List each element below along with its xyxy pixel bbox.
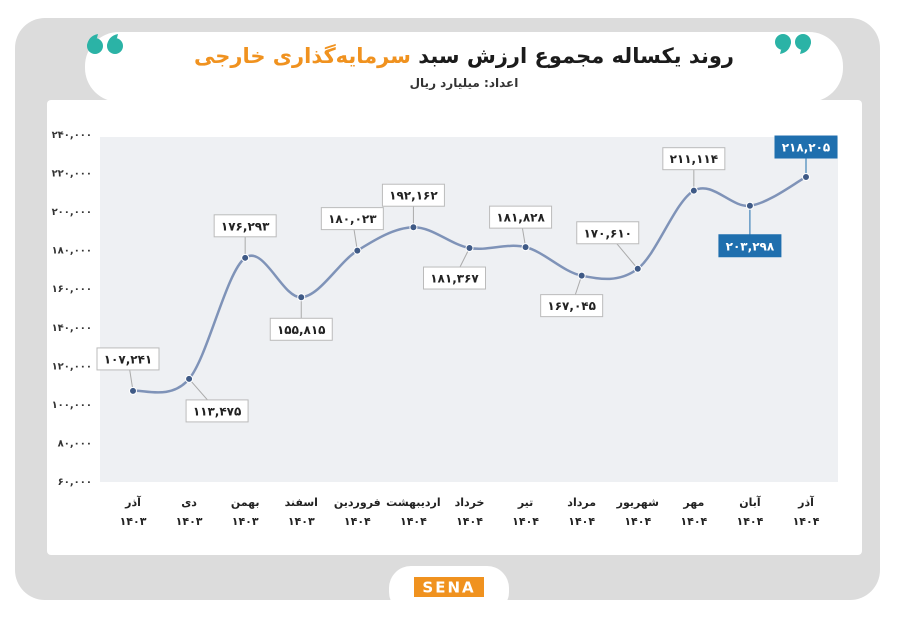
value-label: ۱۰۷,۲۴۱ bbox=[104, 352, 153, 366]
value-label-box bbox=[185, 399, 249, 423]
point bbox=[297, 293, 306, 302]
quote-left bbox=[87, 34, 123, 54]
value-label: ۱۹۲,۱۶۲ bbox=[389, 189, 438, 203]
point bbox=[185, 374, 194, 383]
chart-title: روند یکساله مجموع ارزش سبد bbox=[418, 44, 735, 68]
header: روند یکساله مجموع ارزش سبد سرمایه‌گذاری … bbox=[85, 32, 843, 102]
value-label-box bbox=[774, 135, 838, 159]
x-tick-year: ۱۴۰۴ bbox=[344, 515, 371, 528]
y-tick-label: ۱۲۰,۰۰۰ bbox=[52, 361, 92, 372]
y-tick-label: ۲۲۰,۰۰۰ bbox=[52, 169, 92, 180]
value-label: ۱۱۳,۴۷۵ bbox=[193, 404, 242, 418]
logo-box bbox=[414, 577, 484, 597]
value-label-box bbox=[381, 183, 445, 207]
point bbox=[353, 246, 362, 255]
value-label-box bbox=[718, 234, 782, 258]
chart-title-highlight: سرمایه‌گذاری خارجی bbox=[193, 44, 411, 68]
x-tick-label: دی bbox=[181, 496, 197, 509]
value-label-box bbox=[320, 207, 384, 231]
y-tick-label: ۱۸۰,۰۰۰ bbox=[52, 246, 92, 257]
y-tick-label: ۱۰۰,۰۰۰ bbox=[52, 400, 92, 411]
y-tick-label: ۲۴۰,۰۰۰ bbox=[52, 130, 92, 141]
y-tick-label: ۲۰۰,۰۰۰ bbox=[52, 207, 92, 218]
x-tick-label: شهریور bbox=[616, 496, 659, 509]
x-tick-label: اردیبهشت bbox=[386, 496, 440, 509]
value-label: ۱۸۱,۳۶۷ bbox=[430, 272, 479, 286]
x-tick-label: تیر bbox=[517, 496, 533, 509]
value-label-box bbox=[489, 205, 553, 229]
logo-text: SENA bbox=[422, 579, 475, 597]
value-label-box bbox=[96, 347, 160, 371]
value-label: ۱۶۷,۰۴۵ bbox=[547, 299, 596, 313]
value-label: ۱۷۰,۶۱۰ bbox=[583, 226, 632, 240]
point bbox=[241, 253, 250, 262]
point bbox=[633, 264, 642, 273]
value-label-box bbox=[269, 317, 333, 341]
x-tick-label: خرداد bbox=[455, 496, 485, 509]
x-tick-year: ۱۴۰۴ bbox=[456, 515, 483, 528]
point bbox=[129, 386, 137, 395]
x-tick-label: آبان bbox=[739, 495, 761, 509]
value-label: ۲۱۸,۲۰۵ bbox=[782, 141, 831, 155]
quote-right bbox=[775, 34, 811, 54]
value-label-box bbox=[662, 147, 726, 171]
y-tick-label: ۱۶۰,۰۰۰ bbox=[52, 284, 92, 295]
y-tick-label: ۶۰,۰۰۰ bbox=[58, 477, 92, 488]
plot-area bbox=[100, 137, 838, 482]
value-label-box bbox=[540, 294, 604, 318]
value-label: ۲۰۳,۲۹۸ bbox=[726, 239, 775, 253]
point bbox=[802, 173, 810, 182]
chart-subtitle: اعداد: میلیارد ریال bbox=[409, 76, 519, 90]
x-tick-year: ۱۴۰۴ bbox=[680, 515, 707, 528]
x-tick-year: ۱۴۰۴ bbox=[400, 515, 427, 528]
value-label: ۲۱۱,۱۱۴ bbox=[670, 152, 719, 166]
x-tick-year: ۱۴۰۴ bbox=[793, 515, 820, 528]
value-label: ۱۷۶,۲۹۳ bbox=[221, 219, 270, 233]
value-label: ۱۵۵,۸۱۵ bbox=[277, 323, 326, 337]
point bbox=[465, 244, 474, 253]
x-tick-label: اسفند bbox=[285, 496, 318, 509]
y-tick-label: ۸۰,۰۰۰ bbox=[58, 438, 92, 449]
point bbox=[577, 271, 586, 280]
x-tick-label: آذر bbox=[124, 495, 141, 509]
title-line: روند یکساله مجموع ارزش سبد سرمایه‌گذاری … bbox=[85, 44, 843, 68]
value-label-box bbox=[213, 214, 277, 238]
x-tick-year: ۱۴۰۳ bbox=[120, 515, 147, 528]
value-label-box bbox=[423, 266, 486, 290]
x-tick-label: آذر bbox=[797, 495, 814, 509]
point bbox=[689, 186, 698, 195]
value-label: ۱۸۱,۸۲۸ bbox=[496, 211, 545, 225]
x-tick-year: ۱۴۰۳ bbox=[288, 515, 315, 528]
point bbox=[745, 201, 754, 210]
x-tick-year: ۱۴۰۳ bbox=[176, 515, 203, 528]
x-tick-year: ۱۴۰۳ bbox=[232, 515, 259, 528]
x-tick-year: ۱۴۰۴ bbox=[512, 515, 539, 528]
x-tick-label: مهر bbox=[682, 496, 704, 509]
x-tick-year: ۱۴۰۴ bbox=[624, 515, 651, 528]
value-label: ۱۸۰,۰۲۳ bbox=[328, 212, 377, 226]
x-tick-year: ۱۴۰۴ bbox=[736, 515, 763, 528]
x-tick-label: مرداد bbox=[567, 496, 596, 509]
x-tick-year: ۱۴۰۴ bbox=[568, 515, 595, 528]
value-label-box bbox=[576, 221, 640, 245]
point bbox=[409, 223, 418, 232]
point bbox=[521, 243, 530, 252]
x-tick-label: فروردین bbox=[334, 496, 381, 509]
y-tick-label: ۱۴۰,۰۰۰ bbox=[52, 323, 92, 334]
x-tick-label: بهمن bbox=[231, 496, 260, 509]
